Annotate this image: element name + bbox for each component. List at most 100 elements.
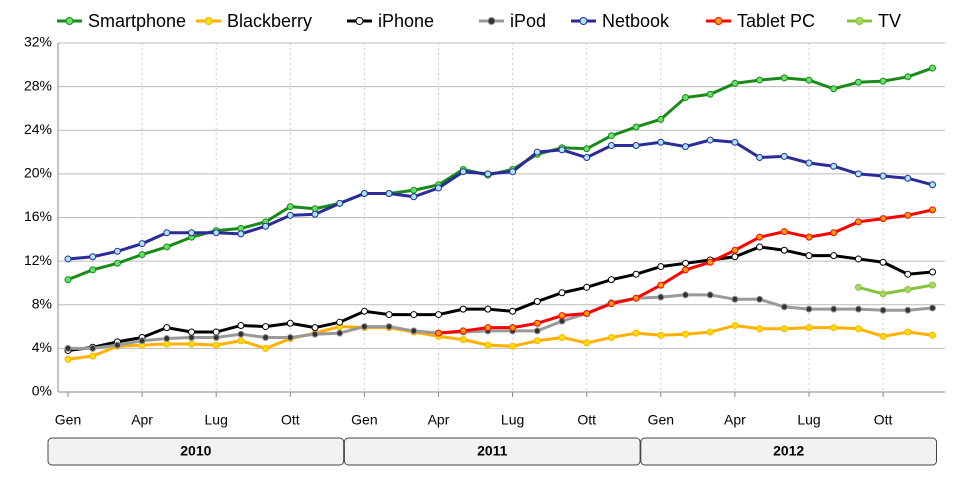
legend-label: Smartphone — [88, 11, 186, 31]
y-tick-label: 32% — [24, 34, 52, 50]
data-point — [89, 253, 97, 261]
year-box — [47, 437, 345, 466]
data-point — [188, 229, 195, 237]
data-point — [138, 240, 146, 248]
data-point — [904, 174, 912, 182]
data-point — [731, 246, 739, 254]
data-point — [533, 327, 541, 335]
data-point — [854, 325, 862, 333]
data-point — [583, 283, 591, 291]
series-line — [858, 283, 933, 296]
series-line — [67, 138, 933, 261]
data-point — [780, 246, 788, 254]
data-point — [583, 154, 591, 162]
x-tick-label: Ott — [874, 412, 893, 428]
data-point — [682, 266, 689, 274]
legend-label: Blackberry — [227, 11, 312, 31]
data-point — [706, 136, 714, 144]
data-point — [780, 325, 788, 333]
data-point — [805, 324, 813, 332]
data-point — [879, 215, 887, 223]
data-point — [632, 123, 640, 131]
data-point — [657, 138, 665, 146]
data-point — [632, 329, 640, 337]
x-tick-label: Apr — [428, 412, 450, 428]
y-tick-label: 8% — [32, 295, 52, 311]
x-tick-label: Lug — [501, 412, 524, 428]
data-point — [286, 319, 294, 327]
data-point — [854, 78, 862, 86]
data-point — [410, 193, 418, 201]
data-point — [336, 318, 344, 326]
data-point — [854, 218, 862, 226]
year-box — [343, 437, 641, 466]
x-tick-label: Apr — [724, 412, 746, 428]
x-tick-label: Ott — [281, 412, 300, 428]
data-point — [632, 142, 640, 150]
data-point — [904, 73, 912, 81]
data-point — [805, 252, 813, 260]
legend-marker — [487, 17, 496, 25]
data-point — [212, 229, 220, 237]
data-point — [484, 305, 492, 313]
data-point — [780, 152, 788, 160]
legend-marker — [204, 17, 213, 25]
data-point — [657, 115, 665, 123]
data-point — [64, 355, 72, 363]
data-point — [682, 291, 689, 299]
data-point — [484, 341, 492, 349]
x-tick-label: Apr — [131, 412, 153, 428]
data-point — [805, 233, 813, 241]
x-tick-label: Gen — [648, 412, 674, 428]
data-point — [805, 305, 813, 313]
data-point — [113, 247, 121, 255]
x-tick-label: Lug — [205, 412, 228, 428]
data-point — [731, 138, 739, 146]
data-point — [262, 323, 270, 331]
data-point — [89, 344, 97, 352]
data-point — [904, 285, 912, 293]
data-point — [657, 293, 665, 301]
data-point — [879, 332, 887, 340]
data-point — [509, 342, 517, 350]
data-point — [360, 190, 368, 198]
data-point — [607, 142, 615, 150]
data-point — [360, 307, 368, 315]
data-point — [756, 76, 764, 84]
year-label: 2011 — [477, 443, 508, 459]
data-point — [780, 228, 788, 236]
year-label: 2010 — [180, 443, 211, 459]
data-point — [459, 336, 467, 344]
data-point — [756, 154, 764, 162]
data-point — [682, 330, 689, 338]
data-point — [731, 253, 739, 261]
data-point — [830, 252, 838, 260]
data-point — [311, 330, 319, 338]
y-tick-label: 12% — [24, 252, 52, 268]
data-point — [706, 328, 714, 336]
data-point — [854, 255, 862, 263]
data-point — [583, 339, 591, 347]
data-point — [780, 303, 788, 311]
y-tick-label: 28% — [24, 77, 52, 93]
data-point — [64, 276, 72, 284]
data-point — [731, 295, 739, 303]
data-point — [854, 170, 862, 178]
data-point — [805, 76, 813, 84]
data-point — [879, 290, 887, 298]
data-point — [138, 337, 146, 345]
legend-marker — [714, 17, 723, 25]
data-point — [929, 64, 936, 72]
data-point — [509, 307, 517, 315]
legend-marker — [579, 17, 588, 25]
data-point — [929, 304, 936, 312]
data-point — [435, 311, 442, 319]
data-point — [435, 184, 442, 192]
data-point — [756, 325, 764, 333]
data-point — [64, 255, 72, 263]
data-point — [830, 305, 838, 313]
legend-marker — [65, 17, 74, 25]
data-point — [212, 333, 220, 341]
y-tick-label: 4% — [32, 339, 52, 355]
y-tick-label: 20% — [24, 165, 52, 181]
